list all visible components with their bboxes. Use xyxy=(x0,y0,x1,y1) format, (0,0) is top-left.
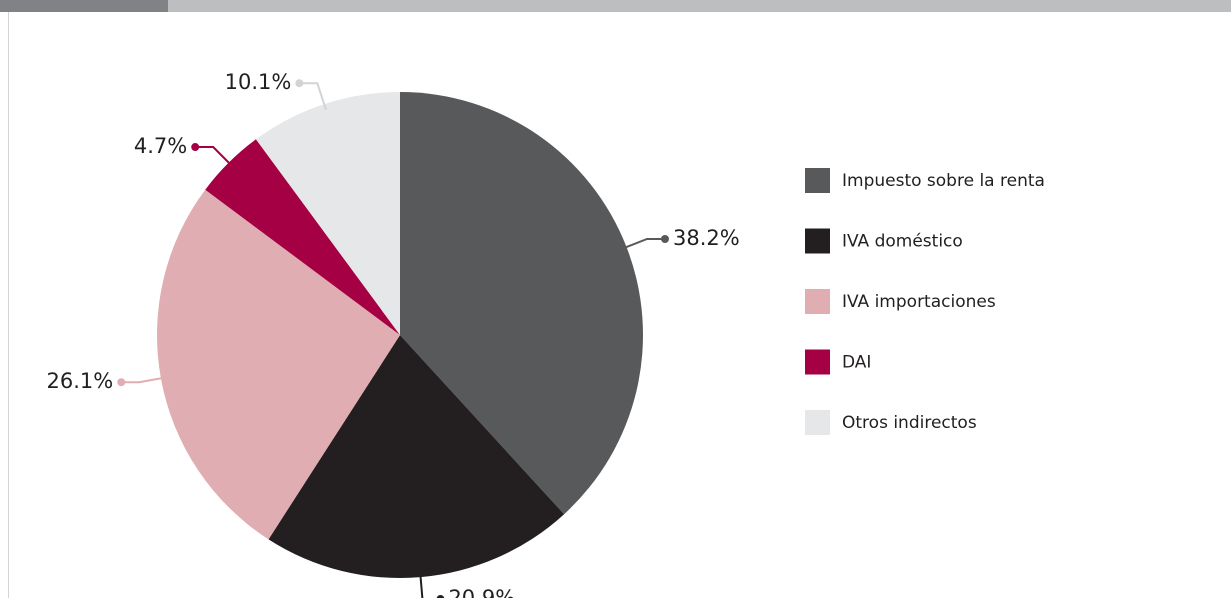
leader-dot xyxy=(117,378,126,387)
header-tab xyxy=(0,0,168,12)
legend-swatch xyxy=(805,289,830,314)
legend-swatch xyxy=(805,349,830,375)
legend-label: Impuesto sobre la renta xyxy=(842,171,1045,191)
leader-dot xyxy=(295,79,304,88)
header-bar xyxy=(168,0,1231,12)
data-label: 20.9% xyxy=(448,586,515,598)
legend-swatch xyxy=(805,410,830,435)
pie-slice xyxy=(255,92,400,335)
legend-swatch xyxy=(805,228,830,254)
leader-line xyxy=(620,237,665,251)
leader-line xyxy=(195,146,234,168)
pie-slice xyxy=(205,139,400,335)
legend-label: DAI xyxy=(842,353,871,373)
pie-slice xyxy=(157,189,400,540)
pie-slice xyxy=(400,92,643,515)
data-label: 10.1% xyxy=(225,70,292,94)
legend-label: IVA importaciones xyxy=(842,292,996,312)
leader-dot xyxy=(660,234,669,243)
leader-line xyxy=(299,82,328,111)
legend-swatch xyxy=(805,168,830,193)
leader-line xyxy=(121,376,167,384)
data-label: 38.2% xyxy=(673,226,740,250)
data-label: 4.7% xyxy=(134,134,187,158)
data-label: 26.1% xyxy=(47,369,114,393)
legend-label: Otros indirectos xyxy=(842,413,977,433)
leader-dot xyxy=(191,143,200,152)
pie-slice xyxy=(268,335,565,578)
legend-label: IVA doméstico xyxy=(842,232,963,252)
